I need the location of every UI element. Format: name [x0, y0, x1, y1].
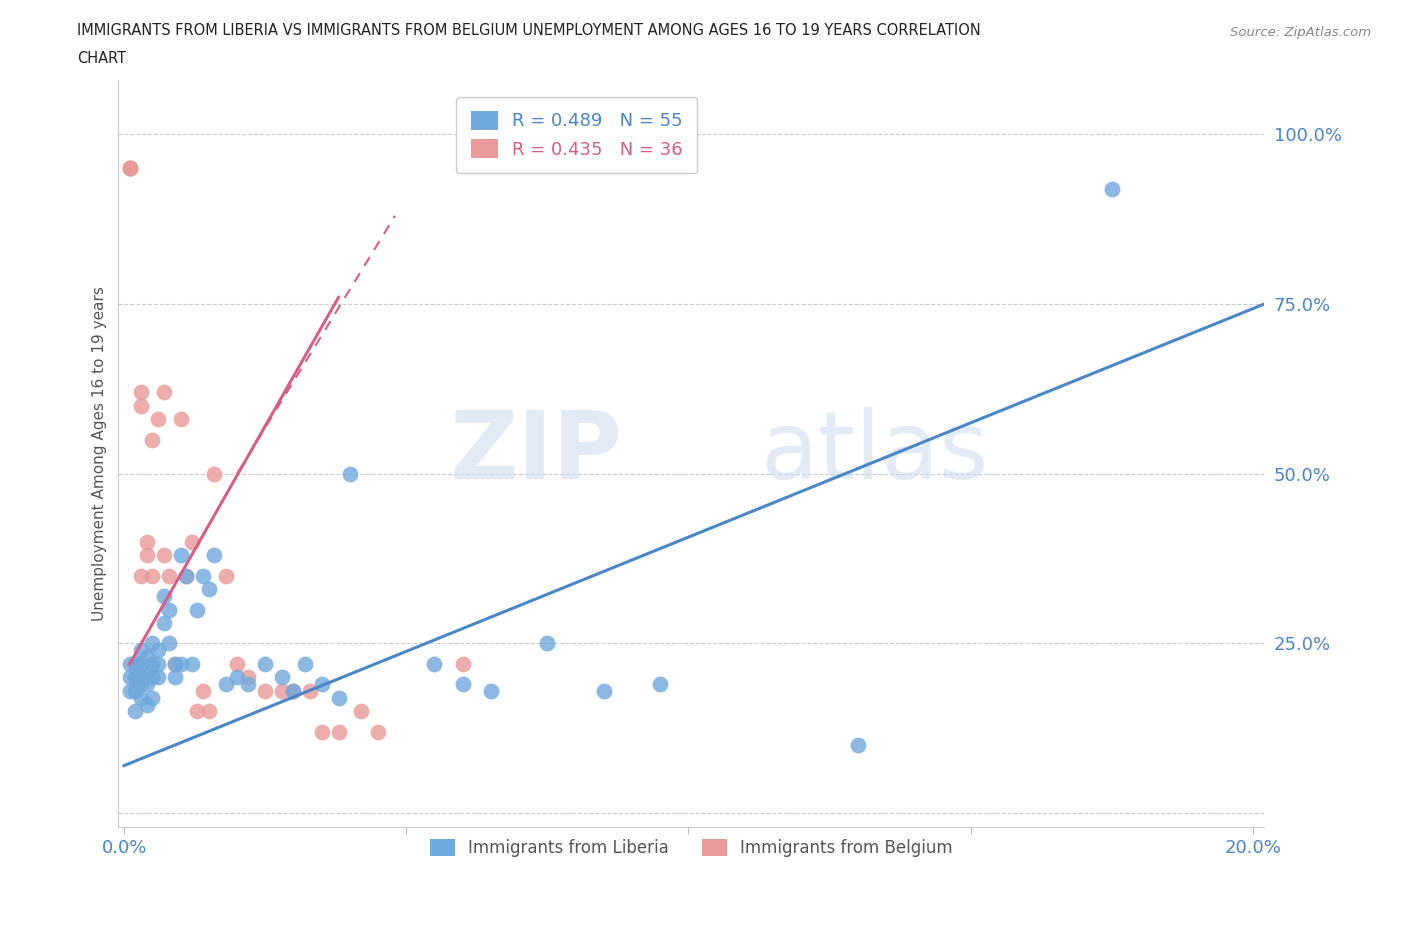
Point — [451, 657, 474, 671]
Point — [174, 568, 197, 583]
Point — [328, 690, 350, 705]
Point — [592, 684, 614, 698]
Point — [328, 724, 350, 739]
Point — [129, 643, 152, 658]
Point — [129, 657, 152, 671]
Point — [311, 677, 333, 692]
Point — [118, 161, 141, 176]
Point — [283, 684, 305, 698]
Point — [238, 670, 260, 684]
Text: Source: ZipAtlas.com: Source: ZipAtlas.com — [1230, 26, 1371, 39]
Point — [141, 636, 163, 651]
Point — [479, 684, 502, 698]
Point — [135, 698, 157, 712]
Point — [163, 657, 186, 671]
Text: ZIP: ZIP — [450, 407, 623, 499]
Point — [152, 548, 174, 563]
Point — [152, 385, 174, 400]
Point — [202, 466, 225, 481]
Point — [118, 657, 141, 671]
Point — [124, 670, 146, 684]
Point — [146, 657, 169, 671]
Point — [197, 704, 219, 719]
Legend: Immigrants from Liberia, Immigrants from Belgium: Immigrants from Liberia, Immigrants from… — [416, 826, 966, 870]
Point — [118, 670, 141, 684]
Point — [226, 670, 249, 684]
Point — [118, 161, 141, 176]
Point — [124, 704, 146, 719]
Point — [141, 670, 163, 684]
Point — [135, 663, 157, 678]
Point — [367, 724, 389, 739]
Point — [129, 568, 152, 583]
Point — [271, 670, 294, 684]
Point — [169, 657, 191, 671]
Point — [197, 581, 219, 596]
Point — [157, 602, 180, 617]
Point — [135, 677, 157, 692]
Point — [294, 657, 316, 671]
Point — [311, 724, 333, 739]
Point — [174, 568, 197, 583]
Point — [141, 657, 163, 671]
Point — [299, 684, 322, 698]
Point — [215, 677, 238, 692]
Point — [254, 684, 277, 698]
Point — [135, 548, 157, 563]
Point — [423, 657, 446, 671]
Point — [846, 737, 869, 752]
Point — [186, 602, 208, 617]
Point — [650, 677, 672, 692]
Point — [163, 657, 186, 671]
Point — [129, 385, 152, 400]
Point — [135, 649, 157, 664]
Point — [254, 657, 277, 671]
Point — [157, 568, 180, 583]
Point — [169, 548, 191, 563]
Point — [146, 643, 169, 658]
Point — [238, 677, 260, 692]
Point — [1101, 181, 1123, 196]
Point — [191, 684, 214, 698]
Point — [169, 412, 191, 427]
Point — [129, 670, 152, 684]
Point — [146, 670, 169, 684]
Point — [124, 657, 146, 671]
Point — [129, 398, 152, 413]
Point — [191, 568, 214, 583]
Y-axis label: Unemployment Among Ages 16 to 19 years: Unemployment Among Ages 16 to 19 years — [93, 286, 107, 621]
Point — [129, 677, 152, 692]
Point — [146, 412, 169, 427]
Point — [180, 657, 202, 671]
Point — [129, 690, 152, 705]
Point — [124, 657, 146, 671]
Point — [124, 684, 146, 698]
Point — [141, 568, 163, 583]
Point — [141, 690, 163, 705]
Text: CHART: CHART — [77, 51, 127, 66]
Point — [118, 684, 141, 698]
Text: IMMIGRANTS FROM LIBERIA VS IMMIGRANTS FROM BELGIUM UNEMPLOYMENT AMONG AGES 16 TO: IMMIGRANTS FROM LIBERIA VS IMMIGRANTS FR… — [77, 23, 981, 38]
Point — [451, 677, 474, 692]
Point — [226, 657, 249, 671]
Point — [350, 704, 373, 719]
Point — [180, 534, 202, 549]
Text: atlas: atlas — [761, 407, 988, 499]
Point — [339, 466, 361, 481]
Point — [271, 684, 294, 698]
Point — [283, 684, 305, 698]
Point — [202, 548, 225, 563]
Point — [152, 616, 174, 631]
Point — [141, 432, 163, 447]
Point — [118, 161, 141, 176]
Point — [135, 534, 157, 549]
Point — [536, 636, 558, 651]
Point — [186, 704, 208, 719]
Point — [215, 568, 238, 583]
Point — [163, 670, 186, 684]
Point — [124, 670, 146, 684]
Point — [152, 589, 174, 604]
Point — [157, 636, 180, 651]
